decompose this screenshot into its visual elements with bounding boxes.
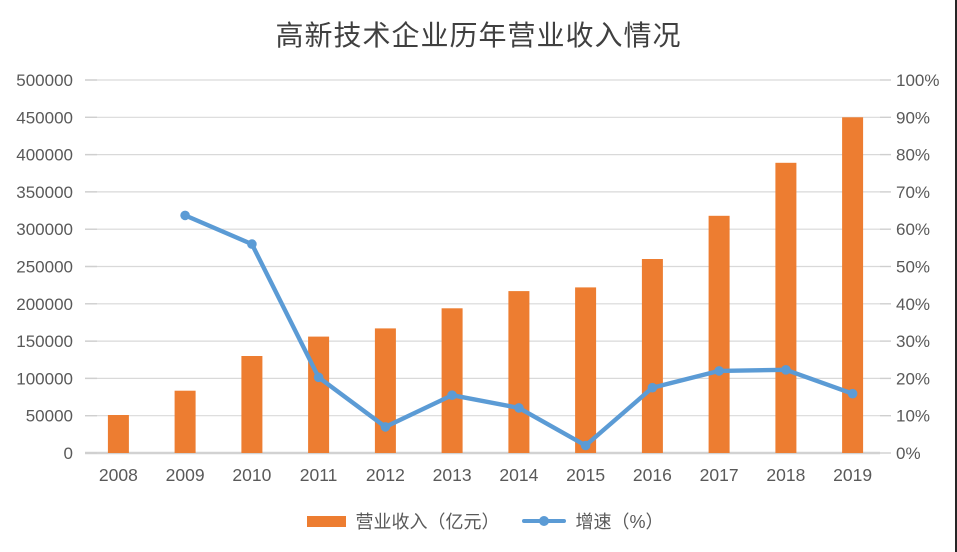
left-axis-tick-label: 0 (64, 444, 73, 463)
growth-point[interactable] (447, 390, 457, 401)
growth-point[interactable] (313, 372, 324, 383)
left-axis-tick-label: 150000 (16, 332, 73, 351)
left-axis-tick-label: 450000 (16, 108, 73, 127)
right-axis-tick-label: 40% (896, 295, 930, 314)
growth-point[interactable] (247, 239, 257, 249)
screenshot-right-border (955, 0, 957, 552)
revenue-bar[interactable] (842, 117, 864, 454)
growth-point[interactable] (847, 388, 858, 399)
x-axis-label: 2016 (633, 465, 672, 485)
x-axis-label: 2011 (300, 465, 338, 485)
x-axis-label: 2010 (232, 465, 271, 485)
left-axis-tick-label: 50000 (26, 407, 73, 426)
right-axis-tick-label: 10% (896, 407, 930, 426)
revenue-bar[interactable] (575, 287, 597, 453)
left-axis-tick-label: 250000 (16, 258, 73, 277)
growth-point[interactable] (180, 210, 190, 221)
right-axis-tick-label: 90% (896, 108, 930, 127)
x-axis-label: 2015 (566, 465, 605, 485)
legend[interactable]: 营业收入（亿元） 增速（%） (85, 509, 886, 533)
right-axis-tick-label: 100% (896, 71, 939, 90)
revenue-bar[interactable] (708, 215, 730, 453)
legend-revenue-label: 营业收入（亿元） (355, 512, 500, 532)
growth-point[interactable] (514, 403, 524, 413)
right-axis-tick-label: 30% (896, 332, 930, 351)
left-axis-tick-label: 350000 (16, 183, 73, 202)
revenue-bar[interactable] (308, 336, 330, 453)
revenue-bar[interactable] (441, 308, 463, 453)
right-axis-tick-label: 0% (896, 444, 921, 463)
revenue-bar[interactable] (174, 390, 196, 453)
revenue-bar[interactable] (641, 259, 663, 453)
left-axis-tick-label: 500000 (16, 71, 73, 90)
x-axis-label: 2017 (700, 465, 739, 485)
revenue-bar[interactable] (508, 291, 530, 453)
left-axis-tick-label: 300000 (16, 220, 73, 239)
growth-point[interactable] (781, 365, 791, 375)
right-axis-tick-label: 60% (896, 220, 930, 239)
revenue-bar[interactable] (374, 328, 396, 453)
left-axis-tick-label: 400000 (16, 146, 73, 165)
legend-growth-line-swatch-icon (522, 515, 567, 527)
growth-point[interactable] (647, 382, 658, 393)
right-axis-tick-label: 70% (896, 183, 930, 202)
revenue-bar[interactable] (241, 356, 263, 453)
growth-point[interactable] (580, 440, 591, 451)
left-axis-tick-label: 200000 (16, 295, 73, 314)
growth-point[interactable] (714, 366, 724, 376)
legend-growth-label: 增速（%） (575, 512, 664, 532)
x-axis-label: 2009 (166, 465, 205, 485)
revenue-bar[interactable] (107, 415, 129, 453)
right-axis-tick-label: 80% (896, 146, 930, 165)
chart-title: 高新技术企业历年营业收入情况 (275, 21, 682, 52)
x-axis-label: 2008 (99, 465, 138, 485)
x-axis-label: 2019 (833, 465, 872, 485)
revenue-bar[interactable] (775, 162, 797, 454)
x-axis-label: 2012 (366, 465, 405, 485)
legend-revenue-swatch-icon (307, 515, 347, 527)
x-axis-label: 2013 (433, 465, 472, 485)
growth-point[interactable] (380, 422, 391, 432)
left-axis-tick-label: 100000 (16, 369, 73, 388)
right-axis-tick-label: 50% (896, 258, 930, 277)
x-axis-label: 2018 (766, 465, 805, 485)
right-axis-tick-label: 20% (896, 369, 930, 388)
x-axis-label: 2014 (499, 465, 538, 485)
